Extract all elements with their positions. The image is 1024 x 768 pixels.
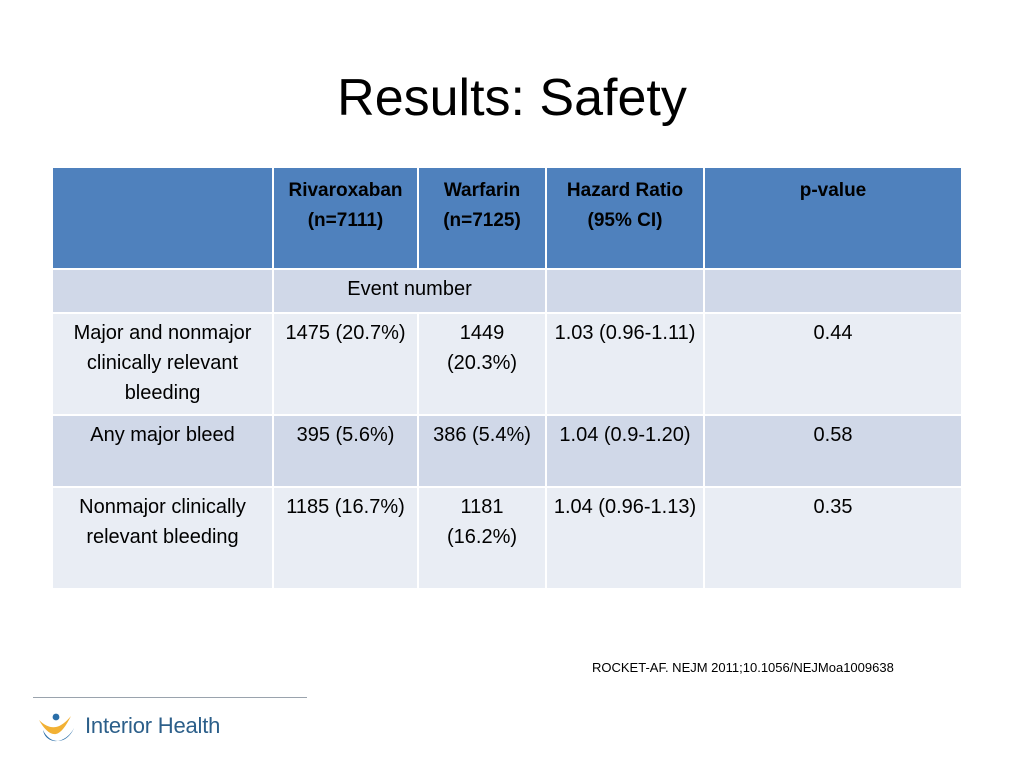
slide-title: Results: Safety bbox=[337, 69, 687, 127]
table-row: Any major bleed 395 (5.6%) 386 (5.4%) 1.… bbox=[51, 414, 963, 488]
subheader-event-number: Event number bbox=[272, 268, 547, 314]
header-empty-cell bbox=[51, 166, 274, 270]
row-label: Nonmajor clinically relevant bleeding bbox=[51, 486, 274, 590]
header-warfarin-name: Warfarin bbox=[443, 180, 521, 201]
subheader-empty-cell bbox=[545, 268, 705, 314]
header-warfarin: Warfarin (n=7125) bbox=[417, 166, 547, 270]
cell-p-value: 0.44 bbox=[703, 312, 963, 416]
table-row: Nonmajor clinically relevant bleeding 11… bbox=[51, 486, 963, 590]
results-table: Rivaroxaban (n=7111) Warfarin (n=7125) H… bbox=[51, 166, 963, 590]
header-p-value: p-value bbox=[703, 166, 963, 270]
logo-text: Interior Health bbox=[85, 713, 221, 738]
cell-hazard-ratio: 1.03 (0.96-1.11) bbox=[545, 312, 705, 416]
cell-warfarin: 1181 (16.2%) bbox=[417, 486, 547, 590]
cell-rivaroxaban: 1185 (16.7%) bbox=[272, 486, 419, 590]
interior-health-logo-icon bbox=[39, 713, 74, 742]
cell-warfarin: 386 (5.4%) bbox=[417, 414, 547, 488]
table-row: Major and nonmajor clinically relevant b… bbox=[51, 312, 963, 416]
interior-health-logo: Interior Health bbox=[35, 706, 220, 746]
header-hazard-ratio: Hazard Ratio (95% CI) bbox=[545, 166, 705, 270]
footer-divider bbox=[33, 697, 307, 698]
subheader-empty-cell bbox=[703, 268, 963, 314]
cell-warfarin: 1449 (20.3%) bbox=[417, 312, 547, 416]
cell-rivaroxaban: 395 (5.6%) bbox=[272, 414, 419, 488]
row-label: Any major bleed bbox=[51, 414, 274, 488]
row-label: Major and nonmajor clinically relevant b… bbox=[51, 312, 274, 416]
cell-hazard-ratio: 1.04 (0.9-1.20) bbox=[545, 414, 705, 488]
cell-hazard-ratio: 1.04 (0.96-1.13) bbox=[545, 486, 705, 590]
header-rivaroxaban: Rivaroxaban (n=7111) bbox=[272, 166, 419, 270]
header-rivaroxaban-n: (n=7111) bbox=[307, 210, 384, 231]
header-hazard-ratio-ci: (95% CI) bbox=[587, 210, 663, 231]
cell-rivaroxaban: 1475 (20.7%) bbox=[272, 312, 419, 416]
subheader-empty-cell bbox=[51, 268, 274, 314]
table-subheader-row: Event number bbox=[51, 268, 963, 314]
citation-footnote: ROCKET-AF. NEJM 2011;10.1056/NEJMoa10096… bbox=[592, 660, 894, 675]
cell-p-value: 0.35 bbox=[703, 486, 963, 590]
header-warfarin-n: (n=7125) bbox=[443, 210, 521, 231]
header-rivaroxaban-name: Rivaroxaban bbox=[288, 180, 403, 201]
header-hazard-ratio-name: Hazard Ratio bbox=[566, 180, 684, 201]
table-header-row: Rivaroxaban (n=7111) Warfarin (n=7125) H… bbox=[51, 166, 963, 270]
cell-p-value: 0.58 bbox=[703, 414, 963, 488]
